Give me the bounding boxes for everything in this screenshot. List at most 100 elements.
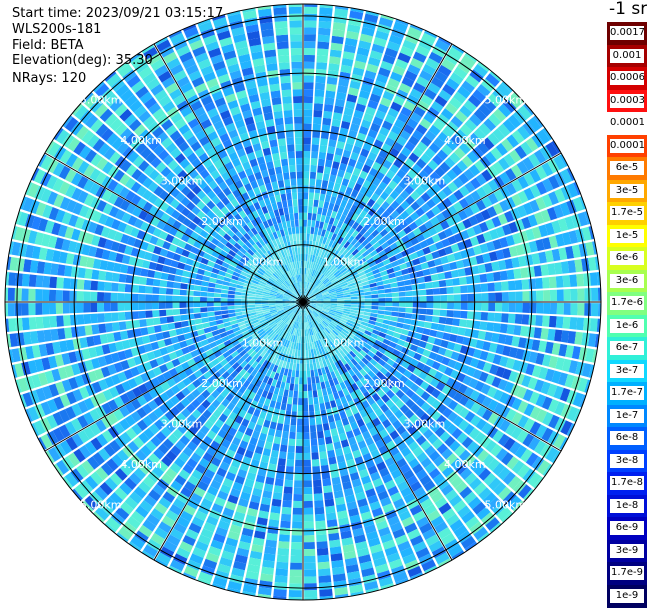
ppi-gate — [318, 21, 331, 29]
ppi-gate — [159, 303, 166, 309]
ppi-gate — [197, 329, 205, 335]
ppi-gate — [262, 298, 269, 300]
ppi-gate — [570, 289, 577, 301]
ppi-gate — [418, 315, 426, 321]
ppi-gate — [304, 446, 311, 453]
ppi-gate — [384, 311, 391, 316]
ppi-gate — [304, 590, 317, 597]
ppi-gate — [280, 382, 285, 390]
ppi-gate — [208, 316, 216, 321]
ppi-gate — [196, 274, 204, 280]
ppi-gate — [392, 307, 399, 312]
ppi-gate — [314, 404, 320, 411]
ppi-gate — [304, 467, 312, 474]
ppi-gate — [207, 312, 214, 317]
ppi-gate — [291, 418, 297, 425]
ppi-gate — [467, 285, 474, 293]
ppi-gate — [287, 452, 294, 459]
ppi-gate — [576, 317, 584, 330]
ppi-gate — [416, 327, 424, 334]
ppi-gate — [173, 282, 181, 288]
ppi-gate — [216, 279, 224, 284]
ppi-gate — [305, 261, 307, 268]
ppi-gate — [392, 297, 399, 301]
ppi-gate — [152, 295, 159, 302]
ppi-gate — [316, 424, 322, 432]
ppi-gate — [458, 268, 466, 276]
ppi-gate — [325, 160, 332, 168]
ppi-gate — [186, 308, 193, 314]
ppi-gate — [313, 124, 321, 131]
ppi-gate — [329, 540, 341, 548]
ppi-gate — [331, 168, 338, 176]
ppi-gate — [424, 275, 432, 282]
ppi-gate — [320, 403, 326, 411]
ppi-gate — [285, 411, 291, 418]
ppi-gate — [289, 432, 295, 439]
ppi-gate — [304, 542, 315, 549]
ppi-gate — [303, 377, 307, 384]
ppi-gate — [214, 288, 221, 293]
ppi-gate — [315, 507, 325, 515]
ppi-gate — [159, 295, 166, 301]
ppi-gate — [188, 320, 196, 326]
ppi-gate — [323, 423, 330, 431]
ppi-gate — [42, 303, 49, 315]
ppi-gate — [433, 303, 440, 309]
ppi-gate — [63, 278, 71, 289]
ppi-gate — [267, 526, 278, 534]
ppi-gate — [90, 292, 97, 301]
ppi-gate — [159, 310, 166, 317]
ppi-gate — [322, 416, 328, 424]
ppi-gate — [43, 316, 51, 328]
ppi-gate — [444, 325, 452, 333]
ppi-gate — [314, 96, 323, 104]
ppi-gate — [324, 492, 334, 500]
ppi-gate — [486, 322, 494, 331]
ppi-gate — [322, 208, 328, 216]
ppi-gate — [311, 445, 318, 452]
ppi-gate — [323, 173, 330, 181]
ppi-gate — [97, 313, 105, 322]
ppi-gate — [541, 328, 549, 340]
ppi-gate — [189, 272, 197, 278]
ppi-gate — [486, 273, 494, 282]
ppi-gate — [189, 325, 197, 331]
ppi-gate — [35, 303, 42, 315]
ppi-gate — [272, 499, 282, 507]
ppi-gate — [549, 276, 557, 288]
ppi-gate — [529, 303, 536, 313]
ppi-gate — [411, 320, 419, 326]
ppi-gate — [296, 432, 302, 439]
ppi-gate — [513, 325, 521, 335]
ppi-gate — [284, 486, 293, 494]
ppi-gate — [98, 271, 106, 281]
ppi-gate — [222, 285, 229, 290]
ppi-gate — [317, 207, 322, 215]
ppi-gate — [281, 403, 287, 411]
ppi-gate — [173, 315, 181, 321]
ppi-gate — [590, 272, 598, 285]
ppi-gate — [303, 226, 306, 233]
ppi-gate — [49, 276, 57, 288]
ppi-gate — [304, 501, 313, 508]
ppi-gate — [216, 319, 224, 324]
ppi-gate — [385, 302, 392, 306]
ppi-gate — [371, 306, 378, 310]
ppi-gate — [289, 439, 296, 446]
ppi-gate — [413, 302, 420, 307]
ppi-gate — [325, 436, 332, 444]
ppi-gate — [317, 389, 322, 397]
ppi-gate — [303, 172, 309, 179]
ppi-gate — [412, 290, 419, 296]
ppi-gate — [314, 193, 320, 200]
ppi-gate — [296, 446, 303, 453]
ppi-gate — [371, 294, 378, 298]
ppi-gate — [429, 330, 437, 337]
ppi-gate — [118, 312, 125, 321]
ppi-gate — [268, 519, 279, 527]
ppi-gate — [433, 295, 440, 301]
ppi-gate — [28, 303, 35, 315]
ppi-gate — [541, 264, 549, 276]
ppi-gate — [287, 397, 292, 404]
